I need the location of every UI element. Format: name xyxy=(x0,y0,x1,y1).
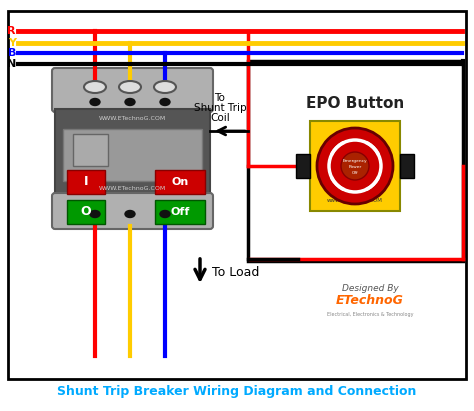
Bar xyxy=(310,121,400,211)
Text: Y: Y xyxy=(8,38,16,48)
Text: EPO Button: EPO Button xyxy=(306,95,404,111)
Bar xyxy=(155,200,205,224)
Bar xyxy=(55,109,210,196)
Circle shape xyxy=(341,152,369,180)
Text: To: To xyxy=(215,93,226,103)
Circle shape xyxy=(317,128,393,204)
Text: Emergency: Emergency xyxy=(343,159,367,163)
Text: Electrical, Electronics & Technology: Electrical, Electronics & Technology xyxy=(327,312,413,317)
Text: Power: Power xyxy=(348,165,362,169)
Ellipse shape xyxy=(84,81,106,93)
Text: R: R xyxy=(8,26,16,36)
Text: Designed By: Designed By xyxy=(342,284,398,293)
Bar xyxy=(400,154,414,178)
Ellipse shape xyxy=(154,81,176,93)
Text: Shunt Trip Breaker Wiring Diagram and Connection: Shunt Trip Breaker Wiring Diagram and Co… xyxy=(57,385,417,397)
Bar xyxy=(248,61,463,261)
Bar xyxy=(155,170,205,194)
Text: I: I xyxy=(84,175,88,189)
Text: On: On xyxy=(172,177,189,187)
Ellipse shape xyxy=(90,99,100,106)
Ellipse shape xyxy=(119,81,141,93)
FancyBboxPatch shape xyxy=(52,193,213,229)
Ellipse shape xyxy=(160,99,170,106)
Ellipse shape xyxy=(90,210,100,217)
Text: Off: Off xyxy=(352,171,358,175)
Ellipse shape xyxy=(160,210,170,217)
Text: WWW.ETechnoG.COM: WWW.ETechnoG.COM xyxy=(99,187,166,192)
Text: Coil: Coil xyxy=(210,113,230,123)
Text: O: O xyxy=(81,206,91,219)
FancyBboxPatch shape xyxy=(52,68,213,112)
Bar xyxy=(296,154,310,178)
Text: WWW.ETechnoG.COM: WWW.ETechnoG.COM xyxy=(99,116,166,122)
Text: N: N xyxy=(7,59,16,69)
Bar xyxy=(67,170,105,194)
Text: www.ETechnoG.COM: www.ETechnoG.COM xyxy=(327,199,383,203)
Bar xyxy=(63,129,202,181)
Bar xyxy=(8,11,466,379)
Text: Shunt Trip: Shunt Trip xyxy=(194,103,246,113)
Bar xyxy=(73,134,108,166)
Ellipse shape xyxy=(125,210,135,217)
Text: B: B xyxy=(8,48,16,58)
Text: ETechnoG: ETechnoG xyxy=(336,294,404,307)
Text: Off: Off xyxy=(170,207,190,217)
Text: To Load: To Load xyxy=(212,266,259,279)
Ellipse shape xyxy=(125,99,135,106)
Bar xyxy=(67,200,105,224)
